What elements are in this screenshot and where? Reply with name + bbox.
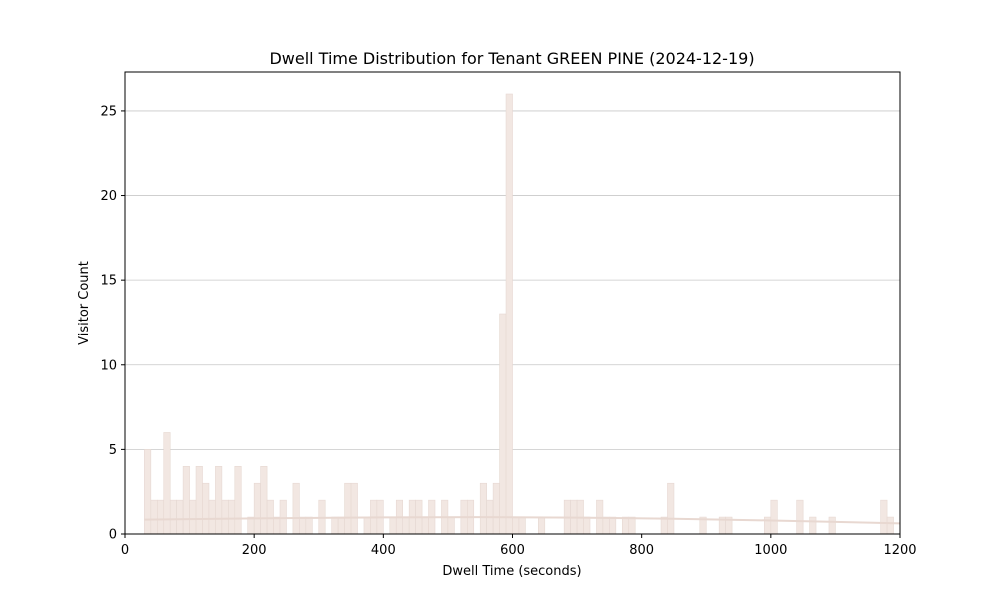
histogram-bar (518, 516, 526, 535)
histogram-bar (499, 313, 507, 535)
histogram-bar (337, 516, 345, 535)
y-tick-label: 5 (109, 443, 117, 458)
histogram-bar (492, 482, 500, 535)
histogram-bar (169, 499, 177, 535)
histogram-bar (628, 516, 636, 535)
y-axis-label: Visitor Count (77, 261, 92, 345)
histogram-bar (389, 516, 397, 535)
x-axis-label: Dwell Time (seconds) (442, 564, 581, 579)
y-tick-label: 20 (100, 189, 117, 204)
histogram-bar (144, 449, 152, 535)
histogram-bar (305, 516, 313, 535)
histogram-bar (538, 516, 546, 535)
histogram-bar (350, 482, 358, 535)
x-tick-label: 400 (371, 543, 396, 558)
histogram-bar (583, 516, 591, 535)
histogram-bar (234, 466, 242, 535)
x-tick-label: 1000 (754, 543, 787, 558)
histogram-bar (150, 499, 158, 535)
x-axis-ticks: 0 200 400 600 800 1000 1200 (121, 534, 917, 558)
histogram-bar (273, 516, 281, 535)
histogram-bar (796, 499, 804, 535)
histogram-bar (505, 93, 513, 535)
histogram-bar (266, 499, 274, 535)
histogram-bar (176, 499, 184, 535)
histogram-bar (202, 482, 210, 535)
histogram-bar (512, 516, 520, 535)
histogram-bar (279, 499, 287, 535)
trend-line (144, 516, 901, 525)
y-axis-ticks: 0 5 10 15 20 25 (100, 104, 125, 543)
histogram-bar (886, 516, 894, 535)
histogram-bar (182, 466, 190, 535)
histogram-bar (292, 482, 300, 535)
histogram-bar (253, 482, 261, 535)
histogram-bar (809, 516, 817, 535)
histogram-bar (215, 466, 223, 535)
histogram-bar (447, 516, 455, 535)
histogram-bar (880, 499, 888, 535)
x-tick-label: 600 (500, 543, 525, 558)
histogram-bar (189, 499, 197, 535)
histogram-bar (363, 516, 371, 535)
histogram-bar (156, 499, 165, 535)
histogram-bar (479, 482, 487, 535)
trend-line-group (144, 516, 901, 525)
histogram-bar (770, 499, 778, 535)
x-tick-label: 1200 (883, 543, 916, 558)
y-tick-label: 15 (100, 274, 117, 289)
histogram-bar (344, 482, 352, 535)
histogram-bar (667, 482, 675, 535)
y-tick-label: 25 (100, 104, 117, 119)
histogram-bar (228, 499, 236, 535)
histogram-bar (621, 516, 630, 535)
chart-title: Dwell Time Distribution for Tenant GREEN… (269, 49, 754, 68)
x-tick-label: 0 (121, 543, 129, 558)
histogram-bar (247, 516, 255, 535)
histogram-bar (221, 499, 229, 535)
histogram-bar (609, 516, 617, 535)
histogram-bar (331, 516, 339, 535)
histogram-bar (402, 516, 410, 535)
histogram-bar (208, 499, 216, 535)
y-tick-label: 0 (109, 528, 117, 543)
histogram-bar (260, 466, 268, 535)
histogram-bar (828, 516, 836, 535)
histogram-bar (299, 516, 307, 535)
histogram-bar (602, 516, 610, 535)
histogram-bar (421, 516, 429, 535)
x-tick-label: 200 (242, 543, 267, 558)
y-tick-label: 10 (100, 358, 117, 373)
x-tick-label: 800 (629, 543, 654, 558)
histogram-bar (195, 466, 203, 535)
